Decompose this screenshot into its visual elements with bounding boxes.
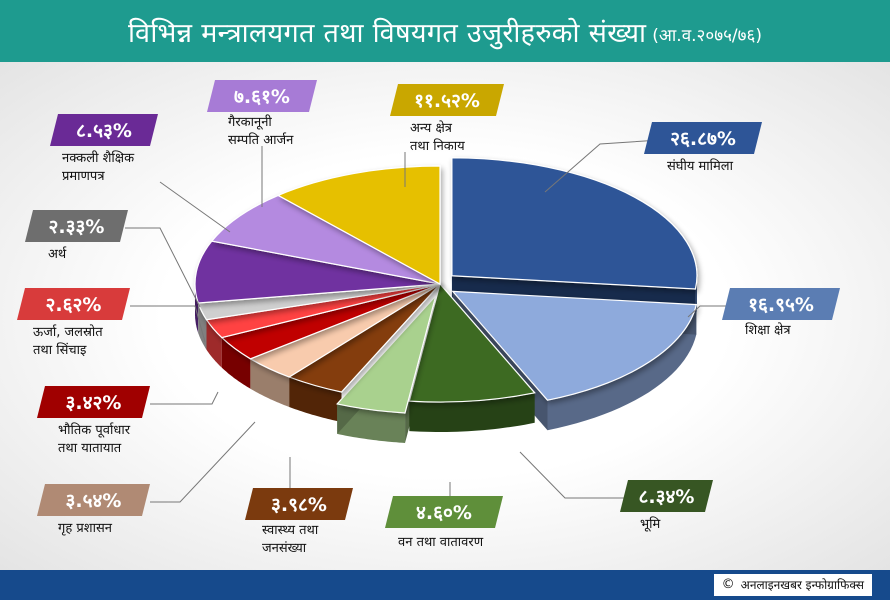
category-label-5-2: जनसंख्या xyxy=(262,541,307,556)
category-label-5-1: स्वास्थ्य तथा xyxy=(262,523,319,538)
pie-slice-1 xyxy=(451,157,698,290)
leader-line-6 xyxy=(150,421,256,503)
category-label-9-1: अर्थ xyxy=(48,246,67,262)
category-label-7-1: भौतिक पूर्वाधार xyxy=(58,422,131,438)
value-box-1 xyxy=(644,122,762,154)
chart-stage: २६.८७% संघीय मामिला १६.९५% शिक्षा क्षेत्र ८.… xyxy=(0,62,890,570)
leader-line-7 xyxy=(150,391,219,405)
category-label-8-2: तथा सिंचाइ xyxy=(33,342,87,358)
value-box-11 xyxy=(207,80,317,112)
leader-line-9 xyxy=(125,227,201,308)
pie-slices xyxy=(194,157,698,443)
value-box-3 xyxy=(620,480,713,512)
leader-line-3 xyxy=(519,451,625,499)
value-box-9 xyxy=(25,210,128,242)
footer-bar: © अनलाइनखबर इन्फोग्राफिक्स xyxy=(0,570,890,600)
value-label-5: ३.९८% xyxy=(271,494,327,516)
slice-side-8 xyxy=(206,319,222,368)
leader-line-8 xyxy=(130,305,206,343)
value-label-7: ३.४२% xyxy=(66,392,122,414)
category-label-8-1: ऊर्जा, जलस्रोत xyxy=(33,324,103,340)
category-label-10-2: प्रमाणपत्र xyxy=(62,169,105,184)
value-label-2: १६.९५% xyxy=(748,294,814,316)
pie-slice-4 xyxy=(336,295,437,414)
category-label-12-1: अन्य क्षेत्र xyxy=(410,120,453,136)
value-box-8 xyxy=(17,288,130,320)
leader-line-10 xyxy=(159,181,231,233)
value-label-10: ८.५३% xyxy=(76,120,132,142)
category-label-2-1: शिक्षा क्षेत्र xyxy=(745,322,791,338)
credit-text: अनलाइनखबर इन्फोग्राफिक्स xyxy=(740,578,864,592)
value-label-1: २६.८७% xyxy=(670,128,736,150)
category-label-6-1: गृह प्रशासन xyxy=(58,521,113,536)
category-label-1-1: संघीय मामिला xyxy=(667,158,734,174)
value-label-12: ११.५२% xyxy=(414,90,480,112)
slice-side-9 xyxy=(198,303,207,350)
category-label-3-1: भूमि xyxy=(640,516,661,532)
category-label-11-2: सम्पति आर्जन xyxy=(228,132,294,148)
slice-side-6 xyxy=(250,358,290,407)
slice-labels: २६.८७% संघीय मामिला १६.९५% शिक्षा क्षेत्र ८.… xyxy=(17,80,840,556)
pie-slice-3 xyxy=(408,282,536,403)
copyright-icon: © xyxy=(721,577,735,592)
value-label-9: २.३३% xyxy=(49,216,105,238)
slice-side-5 xyxy=(289,377,342,422)
pie-slice-11 xyxy=(210,194,441,285)
leader-line-1 xyxy=(544,139,661,193)
category-label-12-2: तथा निकाय xyxy=(410,138,465,154)
category-label-10-1: नक्कली शैक्षिक xyxy=(62,150,135,166)
value-box-4 xyxy=(385,496,503,528)
value-label-6: ३.५४% xyxy=(66,490,122,512)
slice-side-7 xyxy=(221,337,251,389)
credit-box: © अनलाइनखबर इन्फोग्राफिक्स xyxy=(713,574,872,596)
value-box-12 xyxy=(390,84,504,116)
pie-chart: २६.८७% संघीय मामिला १६.९५% शिक्षा क्षेत्र ८.… xyxy=(17,80,840,556)
value-box-5 xyxy=(245,488,353,520)
page-title: विभिन्न मन्त्रालयगत तथा विषयगत उजुरीहरुक… xyxy=(128,17,647,49)
pie-slice-12 xyxy=(276,165,441,286)
value-box-7 xyxy=(37,386,150,418)
value-box-10 xyxy=(50,114,158,146)
value-box-6 xyxy=(37,484,150,516)
value-label-11: ७.६१% xyxy=(234,86,290,108)
value-label-3: ८.३४% xyxy=(639,486,695,508)
category-label-11-1: गैरकानूनी xyxy=(228,114,272,130)
value-label-8: २.६२% xyxy=(46,294,102,316)
page-subtitle: (आ.व.२०७५/७६) xyxy=(652,25,762,46)
value-label-4: ४.६०% xyxy=(416,502,472,524)
pie-slice-10 xyxy=(194,240,441,304)
category-label-7-2: तथा यातायात xyxy=(58,441,122,456)
slice-side-2 xyxy=(547,304,697,431)
pie-slice-2 xyxy=(451,290,698,401)
header-banner: विभिन्न मन्त्रालयगत तथा विषयगत उजुरीहरुक… xyxy=(0,0,890,62)
value-box-2 xyxy=(722,288,840,320)
category-label-4-1: वन तथा वातावरण xyxy=(398,535,484,550)
